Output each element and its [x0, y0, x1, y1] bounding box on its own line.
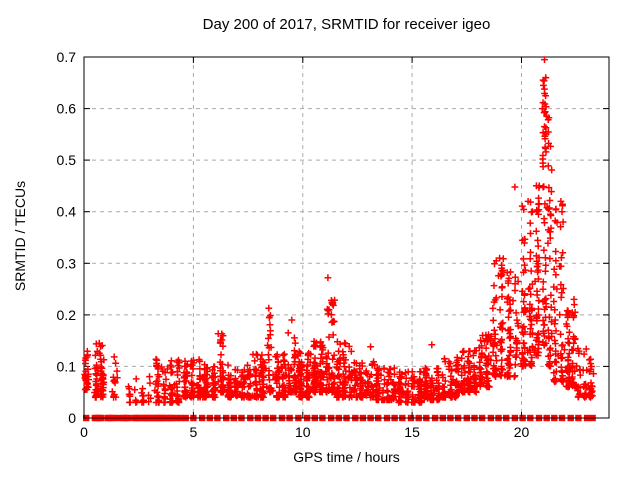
svg-text:0.4: 0.4: [57, 204, 77, 220]
axes: [83, 56, 610, 419]
svg-text:5: 5: [190, 424, 198, 440]
svg-text:0: 0: [68, 410, 76, 426]
svg-text:0.1: 0.1: [57, 358, 77, 374]
tick-labels: 0 5 10 15 20 0 0.1 0.2 0.3 0.4 0.5 0.6 0.7: [57, 49, 530, 440]
svg-text:0.2: 0.2: [57, 307, 77, 323]
svg-text:0.3: 0.3: [57, 255, 77, 271]
svg-text:0: 0: [80, 424, 88, 440]
svg-text:0.5: 0.5: [57, 152, 77, 168]
x-axis-label: GPS time / hours: [293, 449, 400, 465]
svg-text:0.7: 0.7: [57, 49, 77, 65]
scatter-points: [81, 56, 597, 406]
svg-text:20: 20: [514, 424, 530, 440]
svg-text:10: 10: [295, 424, 311, 440]
svg-text:15: 15: [404, 424, 420, 440]
svg-text:0.6: 0.6: [57, 101, 77, 117]
chart-title: Day 200 of 2017, SRMTID for receiver ige…: [202, 16, 491, 33]
